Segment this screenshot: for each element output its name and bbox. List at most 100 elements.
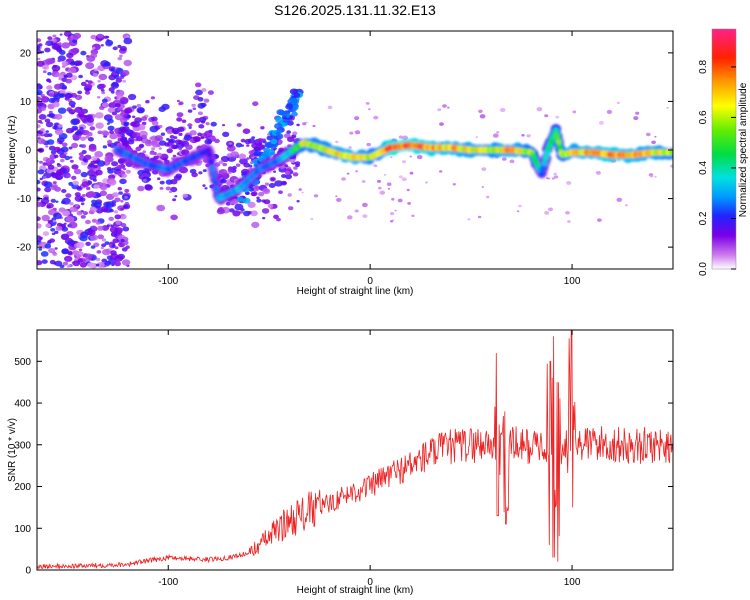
heatmap-cell [123, 37, 133, 45]
heatmap-cell [544, 211, 550, 215]
heatmap-cell [649, 174, 654, 178]
heatmap-cell [37, 108, 43, 114]
heatmap-cell [288, 206, 294, 211]
heatmap-cell [68, 221, 78, 229]
heatmap-cell [69, 206, 77, 213]
heatmap-cell [407, 202, 411, 205]
heatmap-cell [71, 164, 79, 170]
heatmap-cell [37, 60, 45, 67]
heatmap-cell [117, 158, 125, 164]
heatmap-cell [45, 223, 51, 228]
heatmap-cell [37, 96, 42, 101]
heatmap-cell [111, 244, 116, 248]
bottom-x-axis-label: Height of straight line (km) [297, 585, 414, 596]
heatmap-cell [38, 43, 43, 47]
heatmap-cell [48, 80, 52, 83]
heatmap-cell [48, 110, 53, 114]
heatmap-cell [187, 109, 193, 113]
heatmap-cell [169, 142, 174, 146]
heatmap-cell [105, 201, 115, 208]
heatmap-cell [54, 83, 63, 90]
heatmap-cell [89, 206, 98, 213]
heatmap-cell [166, 129, 174, 135]
heatmap-cell [68, 181, 74, 186]
heatmap-cell [159, 180, 165, 185]
heatmap-cell [572, 110, 577, 114]
heatmap-cell [37, 57, 41, 61]
heatmap-cell [96, 33, 104, 39]
heatmap-cell [291, 111, 298, 117]
heatmap-cell [45, 157, 55, 165]
heatmap-cell [100, 44, 104, 47]
heatmap-cell [227, 167, 234, 173]
heatmap-cell [62, 86, 67, 90]
heatmap-cell [54, 230, 59, 234]
heatmap-cell [111, 192, 119, 198]
heatmap-cell [145, 100, 150, 104]
heatmap-cell [37, 179, 41, 185]
heatmap-cell [37, 187, 41, 192]
heatmap-cell [45, 145, 49, 148]
heatmap-cell [144, 184, 153, 191]
heatmap-cell [120, 238, 125, 243]
heatmap-cell [151, 120, 159, 126]
heatmap-cell [273, 170, 277, 173]
heatmap-cell [120, 223, 127, 228]
heatmap-cell [439, 122, 444, 126]
heatmap-cell [77, 90, 83, 95]
heatmap-cell [40, 128, 45, 132]
heatmap-cell [203, 98, 210, 103]
y-tick-label: 400 [14, 399, 31, 410]
heatmap-cell [37, 260, 43, 266]
heatmap-cell [253, 147, 259, 151]
heatmap-cell [105, 35, 110, 39]
heatmap-cell [313, 194, 319, 198]
heatmap-cell [59, 94, 64, 98]
heatmap-cell [110, 90, 115, 94]
heatmap-cell [185, 144, 193, 150]
heatmap-cell [481, 186, 484, 188]
heatmap-cell [486, 195, 490, 199]
heatmap-cell [108, 87, 115, 92]
heatmap-cell [478, 109, 483, 114]
heatmap-cell [635, 111, 640, 115]
heatmap-cell [275, 131, 281, 136]
heatmap-cell [65, 78, 72, 84]
heatmap-cell [89, 126, 96, 131]
heatmap-cell [120, 97, 129, 104]
heatmap-cell [70, 118, 80, 126]
heatmap-cell [53, 93, 61, 100]
heatmap-cell [113, 210, 119, 214]
heatmap-cell [122, 226, 130, 232]
heatmap-cell [72, 39, 78, 44]
ridge-core [209, 165, 216, 172]
heatmap-cell [335, 195, 338, 198]
heatmap-cell [95, 122, 104, 129]
heatmap-cell [236, 196, 244, 202]
heatmap-cell [327, 105, 333, 110]
heatmap-cell [390, 212, 395, 216]
y-tick-label: 0 [25, 146, 31, 157]
heatmap-cell [171, 144, 178, 150]
heatmap-cell [553, 172, 557, 176]
ridge-core [554, 133, 561, 140]
heatmap-cell [57, 107, 67, 114]
heatmap-cell [232, 210, 241, 217]
heatmap-cell [47, 219, 53, 224]
heatmap-cell [132, 115, 136, 119]
heatmap-cell [266, 135, 273, 141]
heatmap-cell [235, 163, 241, 167]
heatmap-cell [85, 79, 89, 83]
heatmap-cell [94, 151, 104, 158]
heatmap-cell [47, 36, 53, 41]
snr-series [37, 330, 673, 570]
heatmap-cell [95, 169, 103, 176]
heatmap-cell [40, 96, 50, 103]
heatmap-cell [336, 197, 342, 202]
heatmap-cell [144, 140, 153, 147]
heatmap-cell [347, 215, 353, 220]
heatmap-cell [479, 114, 486, 119]
heatmap-cell [289, 88, 299, 95]
heatmap-cell [516, 210, 520, 213]
heatmap-cell [222, 162, 227, 167]
